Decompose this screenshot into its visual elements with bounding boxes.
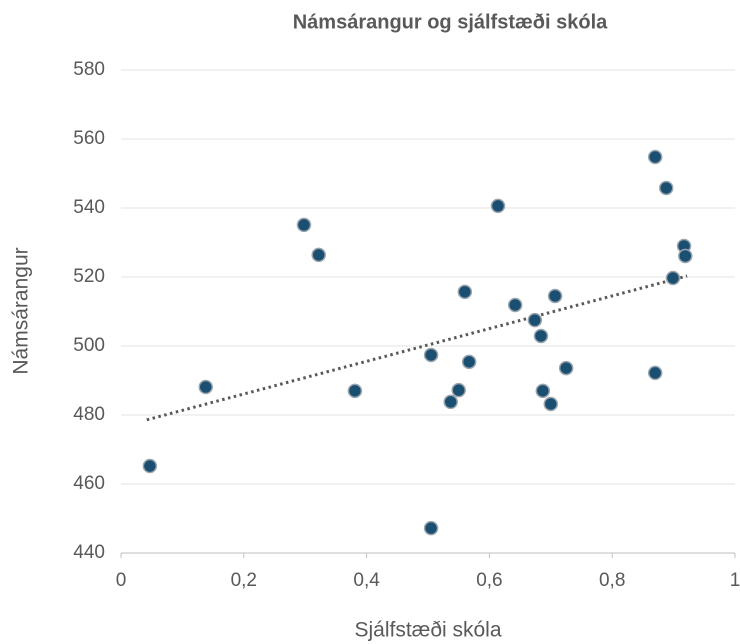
point bbox=[443, 394, 458, 410]
y-tick-label: 520 bbox=[73, 266, 105, 287]
point bbox=[658, 180, 674, 196]
y-tick-label: 540 bbox=[73, 197, 105, 218]
x-tick-label: 0,8 bbox=[599, 570, 625, 591]
point bbox=[678, 248, 693, 264]
point bbox=[451, 382, 466, 398]
point bbox=[423, 347, 439, 363]
point bbox=[198, 379, 213, 395]
trendline bbox=[146, 274, 688, 422]
point bbox=[296, 217, 312, 233]
y-tick-label: 480 bbox=[73, 404, 105, 425]
point bbox=[665, 270, 681, 286]
point bbox=[647, 149, 663, 165]
x-tick-label: 0 bbox=[116, 570, 127, 591]
y-axis-title: Námsárangur bbox=[10, 247, 33, 374]
point bbox=[347, 383, 363, 399]
point bbox=[527, 312, 543, 328]
x-tick-label: 0,2 bbox=[231, 570, 257, 591]
point bbox=[311, 247, 326, 263]
point bbox=[533, 328, 549, 344]
point bbox=[461, 354, 477, 370]
y-tick-label: 440 bbox=[73, 542, 105, 563]
point bbox=[507, 297, 523, 313]
point bbox=[535, 383, 551, 399]
point bbox=[543, 396, 559, 412]
y-tick-label: 460 bbox=[73, 473, 105, 494]
x-axis-title: Sjálfstæði skóla bbox=[354, 619, 501, 642]
point bbox=[647, 365, 663, 381]
y-tick-label: 560 bbox=[73, 128, 105, 149]
chart-title: Námsárangur og sjálfstæði skóla bbox=[293, 11, 608, 33]
point bbox=[423, 520, 439, 536]
point bbox=[142, 458, 158, 474]
x-tick-label: 1 bbox=[730, 570, 740, 591]
point bbox=[490, 198, 506, 214]
point bbox=[547, 288, 563, 304]
y-tick-label: 500 bbox=[73, 335, 105, 356]
point bbox=[457, 284, 473, 300]
x-tick-label: 0,4 bbox=[353, 570, 380, 591]
x-tick-label: 0,6 bbox=[476, 570, 502, 591]
point bbox=[558, 360, 574, 376]
y-tick-label: 580 bbox=[73, 59, 105, 80]
